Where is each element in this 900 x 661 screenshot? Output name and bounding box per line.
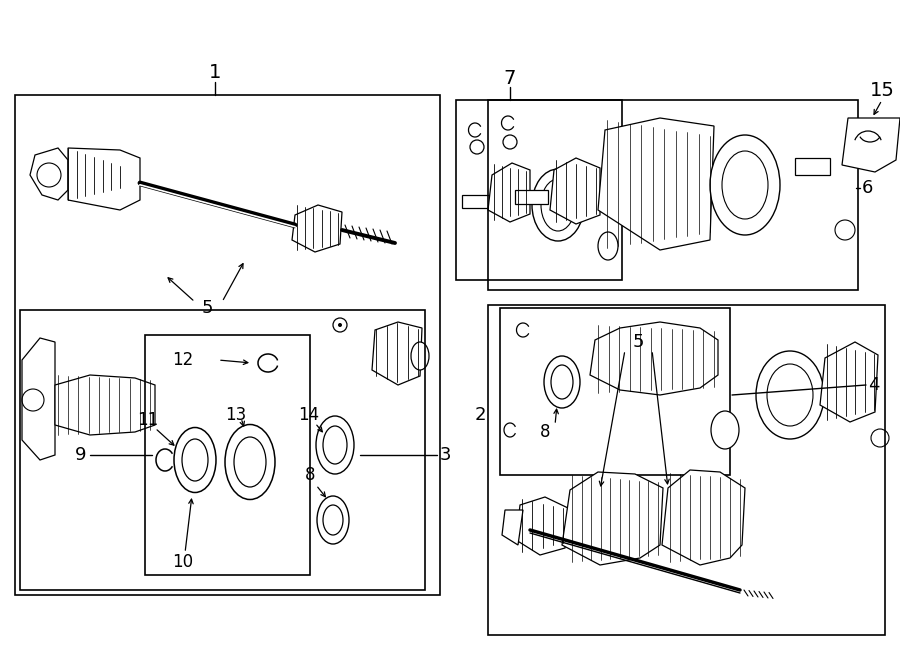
Polygon shape: [516, 497, 568, 555]
Polygon shape: [488, 163, 530, 222]
Ellipse shape: [532, 169, 584, 241]
Polygon shape: [820, 342, 878, 422]
Ellipse shape: [182, 439, 208, 481]
Polygon shape: [292, 205, 342, 252]
Bar: [456, 100, 622, 280]
Text: 2: 2: [474, 406, 486, 424]
Ellipse shape: [551, 365, 573, 399]
Bar: [488, 100, 858, 290]
Text: 4: 4: [868, 376, 879, 394]
Polygon shape: [842, 118, 900, 172]
Text: 14: 14: [299, 406, 320, 424]
Text: 11: 11: [138, 411, 158, 429]
Bar: [20, 310, 425, 590]
Polygon shape: [68, 148, 140, 210]
Ellipse shape: [711, 411, 739, 449]
Polygon shape: [550, 158, 600, 224]
Ellipse shape: [174, 428, 216, 492]
Ellipse shape: [411, 342, 429, 370]
Polygon shape: [30, 148, 68, 200]
Text: 6: 6: [862, 179, 873, 197]
Polygon shape: [598, 118, 714, 250]
Text: 7: 7: [504, 69, 517, 87]
Polygon shape: [55, 375, 155, 435]
Polygon shape: [515, 190, 548, 204]
Ellipse shape: [234, 437, 266, 487]
Polygon shape: [372, 322, 422, 385]
Bar: [488, 305, 885, 635]
Text: 12: 12: [172, 351, 194, 369]
Bar: [15, 95, 440, 595]
Text: 15: 15: [869, 81, 895, 100]
Polygon shape: [590, 322, 718, 395]
Ellipse shape: [710, 135, 780, 235]
Bar: [500, 308, 730, 475]
Ellipse shape: [323, 505, 343, 535]
Text: 1: 1: [209, 63, 221, 81]
Bar: [145, 335, 310, 575]
Ellipse shape: [598, 232, 618, 260]
Ellipse shape: [316, 416, 354, 474]
Polygon shape: [502, 510, 523, 545]
Ellipse shape: [225, 424, 275, 500]
Text: 13: 13: [225, 406, 247, 424]
Text: 3: 3: [440, 446, 452, 464]
Ellipse shape: [722, 151, 768, 219]
Polygon shape: [795, 158, 830, 175]
Ellipse shape: [541, 179, 575, 231]
Ellipse shape: [323, 426, 347, 464]
Text: 9: 9: [75, 446, 86, 464]
Text: 5: 5: [632, 333, 644, 351]
Polygon shape: [462, 195, 490, 208]
Ellipse shape: [767, 364, 813, 426]
Text: 8: 8: [540, 423, 550, 441]
Ellipse shape: [756, 351, 824, 439]
Text: 10: 10: [173, 553, 194, 571]
Polygon shape: [562, 472, 663, 565]
Polygon shape: [22, 338, 55, 460]
Ellipse shape: [544, 356, 580, 408]
Polygon shape: [662, 470, 745, 565]
Text: 5: 5: [202, 299, 212, 317]
Circle shape: [338, 323, 342, 327]
Text: 8: 8: [305, 466, 315, 484]
Ellipse shape: [317, 496, 349, 544]
